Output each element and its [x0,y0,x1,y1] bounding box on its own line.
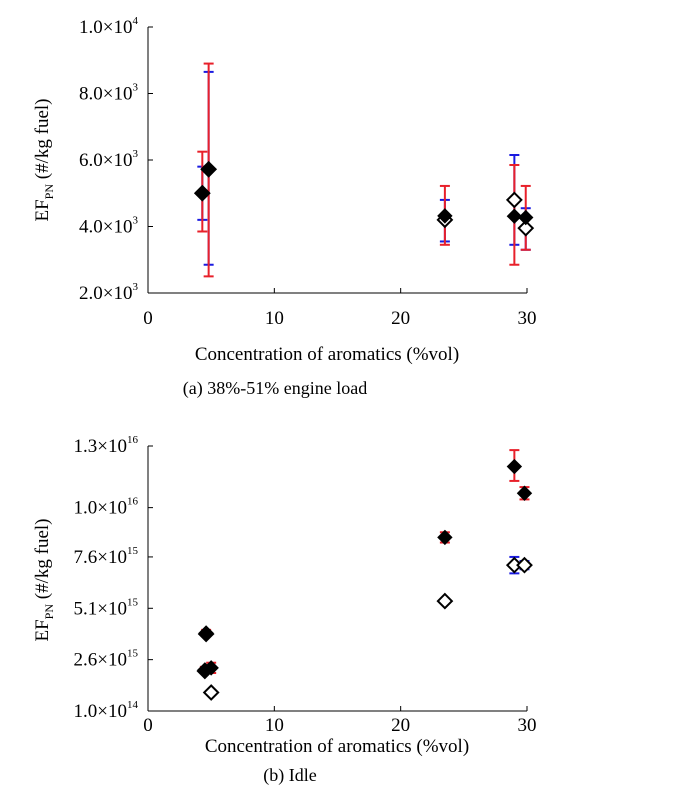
data-point-filled-diamond [194,184,211,201]
y-tick-exponent: 3 [133,215,139,227]
data-point-open-diamond [516,556,533,574]
y-axis-label-sub: PN [42,184,56,200]
y-axis-label-rest: (#/kg fuel) [32,98,53,183]
data-point-open-diamond [202,684,220,701]
y-axis-label-main: EF [32,619,53,641]
y-tick-mantissa: 1.0×10 [79,17,132,38]
y-tick-exponent: 3 [133,281,139,293]
y-tick-label: 2.6×1015 [74,648,139,671]
data-point-filled-diamond [518,209,534,226]
x-tick-label: 0 [143,715,153,736]
y-tick-mantissa: 2.0×10 [79,283,132,304]
y-tick-label: 6.0×103 [79,148,138,171]
data-point-filled-diamond [516,485,533,501]
y-tick-label: 1.0×104 [79,15,138,38]
x-axis-label: Concentration of aromatics (%vol) [195,344,459,365]
y-tick-mantissa: 1.0×10 [74,701,127,722]
y-tick-label: 8.0×103 [79,82,138,105]
chart-caption: (b) Idle [263,765,316,786]
y-tick-label: 1.0×1014 [74,699,139,722]
y-tick-label: 1.0×1016 [74,496,139,519]
y-tick-label: 4.0×103 [79,215,138,238]
data-point-open-diamond [505,191,523,209]
data-point-filled-diamond [203,660,219,676]
data-point-filled-diamond [198,625,214,641]
y-tick-mantissa: 4.0×10 [79,217,132,238]
y-tick-exponent: 16 [127,496,139,508]
x-tick-label: 20 [391,715,410,736]
data-point-filled-diamond [506,458,523,475]
y-tick-mantissa: 8.0×10 [79,84,132,105]
y-tick-mantissa: 6.0×10 [79,150,132,171]
x-tick-label: 30 [518,715,537,736]
y-tick-exponent: 3 [133,82,139,94]
y-tick-exponent: 3 [133,148,139,160]
data-point-open-diamond [436,592,454,610]
y-axis-label-sub: PN [42,604,56,620]
y-tick-mantissa: 7.6×10 [74,547,127,568]
data-point-filled-diamond [437,208,453,224]
x-tick-label: 30 [518,308,537,329]
y-tick-exponent: 4 [133,15,139,27]
y-tick-label: 1.3×1016 [74,434,139,457]
y-tick-exponent: 15 [127,596,139,608]
chart-panel-b: 1.0×10142.6×10155.1×10157.6×10151.0×1016… [32,434,537,786]
data-point-open-diamond [517,219,535,237]
data-point-filled-diamond [506,208,523,224]
x-axis-label: Concentration of aromatics (%vol) [205,736,469,757]
y-axis-label-rest: (#/kg fuel) [32,518,53,603]
x-tick-label: 10 [265,308,284,329]
y-axis-label-main: EF [32,199,53,221]
data-point-filled-diamond [437,529,453,546]
y-tick-mantissa: 5.1×10 [74,598,127,619]
y-tick-mantissa: 1.0×10 [74,498,127,519]
x-tick-label: 10 [265,715,284,736]
y-axis-label: EFPN (#/kg fuel) [32,98,56,221]
y-axis-label: EFPN (#/kg fuel) [32,518,56,641]
x-tick-label: 20 [391,308,410,329]
y-tick-mantissa: 2.6×10 [74,650,127,671]
y-tick-exponent: 15 [127,648,139,660]
y-tick-label: 2.0×103 [79,281,138,304]
x-tick-label: 0 [143,308,153,329]
chart-caption: (a) 38%-51% engine load [183,378,367,399]
y-tick-label: 5.1×1015 [74,596,139,619]
y-tick-exponent: 16 [127,434,139,446]
y-tick-mantissa: 1.3×10 [74,436,127,457]
y-tick-exponent: 14 [127,699,139,711]
data-point-filled-diamond [200,161,217,178]
y-tick-exponent: 15 [127,545,139,557]
y-tick-label: 7.6×1015 [74,545,139,568]
